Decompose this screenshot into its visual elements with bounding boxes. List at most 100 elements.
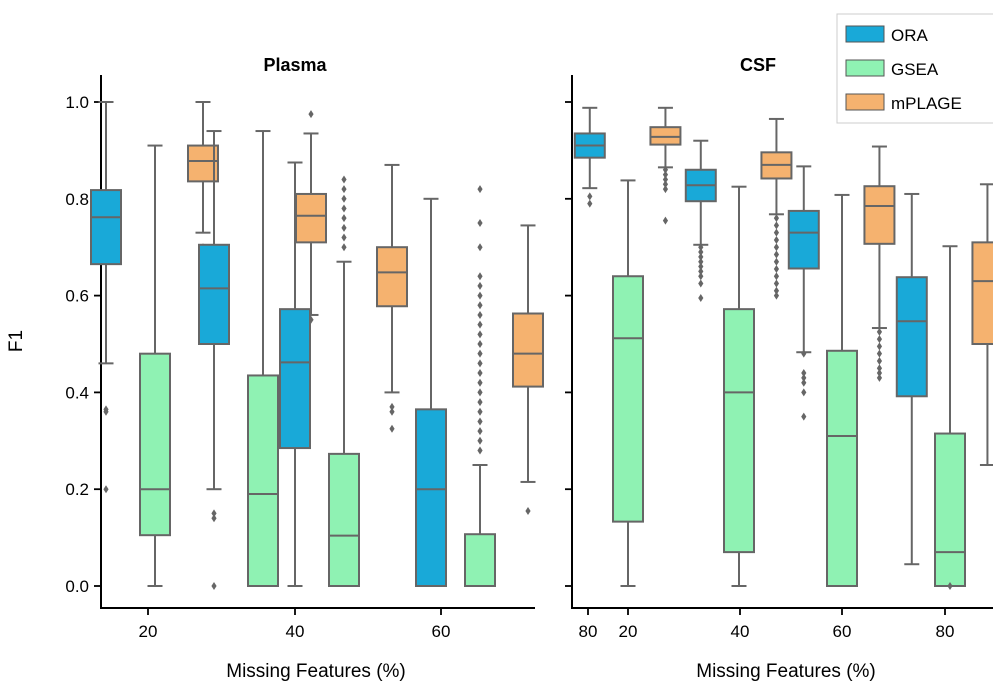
plasma-title: Plasma — [263, 55, 327, 75]
outlier-point — [103, 485, 109, 494]
outlier-point — [477, 436, 483, 445]
box-gsea-60 — [328, 175, 360, 588]
outlier-point — [773, 221, 780, 230]
outlier-point — [477, 301, 483, 310]
outlier-point — [477, 427, 483, 436]
outlier-point — [477, 388, 483, 397]
outlier-point — [662, 175, 669, 184]
y-tick-label: 0.4 — [65, 383, 89, 402]
legend-swatch-ora — [845, 25, 885, 43]
outlier-point — [341, 243, 347, 252]
outlier-point — [698, 294, 704, 303]
outlier-point — [341, 223, 347, 232]
iqr-box — [328, 452, 360, 588]
plasma-panel: Plasma 0.0 0.2 0.4 0.6 0.8 1.0 20 40 60 80 Missin… — [6, 55, 597, 682]
outlier-point — [773, 286, 780, 295]
outlier-point — [308, 110, 314, 119]
outlier-point — [662, 170, 669, 179]
outlier-point — [801, 412, 807, 421]
box-mplage-40 — [295, 110, 327, 324]
outlier-point — [801, 349, 807, 358]
outlier-point — [801, 378, 807, 387]
outlier-point — [876, 327, 883, 336]
outlier-point — [773, 214, 780, 223]
iqr-box — [863, 185, 896, 245]
csf-boxes — [573, 106, 993, 590]
iqr-box — [279, 308, 311, 450]
legend-swatch-mplage — [845, 93, 885, 111]
outlier-point — [477, 359, 483, 368]
outlier-point — [662, 180, 669, 189]
plasma-boxes — [90, 101, 544, 590]
iqr-box — [971, 241, 993, 345]
x-tick-label: 40 — [731, 622, 750, 641]
outlier-point — [947, 582, 953, 590]
box-gsea-80 — [934, 245, 966, 590]
outlier-point — [477, 272, 483, 281]
x-tick-label: 40 — [286, 622, 305, 641]
box-gsea-20 — [139, 144, 171, 587]
y-axis-label: F1 — [6, 330, 27, 352]
box-mplage-80 — [971, 183, 993, 466]
outlier-point — [698, 267, 704, 276]
outlier-point — [389, 424, 395, 433]
outlier-point — [801, 373, 807, 382]
y-tick-label: 1.0 — [65, 93, 89, 112]
iqr-box — [934, 432, 966, 588]
box-mplage-60 — [863, 145, 896, 382]
outlier-point — [698, 279, 704, 288]
csf-x-label: Missing Features (%) — [696, 661, 876, 682]
box-gsea-40 — [723, 185, 755, 587]
outlier-point — [103, 407, 109, 416]
box-ora-80 — [895, 192, 928, 566]
outlier-point — [341, 233, 347, 242]
iqr-box — [826, 349, 858, 587]
outlier-point — [773, 243, 780, 252]
iqr-box — [723, 308, 755, 554]
y-tick-label: 0.0 — [65, 577, 89, 596]
outlier-point — [876, 349, 883, 358]
box-mplage-60 — [376, 163, 408, 433]
x-tick-label: 60 — [833, 622, 852, 641]
outlier-point — [876, 373, 883, 382]
outlier-point — [341, 175, 347, 184]
outlier-point — [698, 272, 704, 281]
outlier-point — [698, 248, 704, 257]
outlier-point — [773, 279, 780, 288]
outlier-point — [341, 214, 347, 223]
outlier-point — [477, 407, 483, 416]
outlier-point — [341, 185, 347, 194]
outlier-point — [773, 257, 780, 266]
iqr-box — [612, 275, 644, 523]
iqr-box — [512, 312, 544, 388]
outlier-point — [773, 235, 780, 244]
outlier-point — [773, 228, 780, 237]
legend-label-mplage: mPLAGE — [891, 94, 962, 113]
outlier-point — [698, 252, 704, 261]
outlier-point — [587, 199, 593, 208]
outlier-point — [341, 204, 347, 213]
outlier-point — [773, 264, 780, 273]
legend: ORA GSEA mPLAGE — [836, 13, 993, 124]
outlier-point — [477, 369, 483, 378]
outlier-point — [477, 398, 483, 407]
legend-label-gsea: GSEA — [891, 60, 939, 79]
outlier-point — [477, 417, 483, 426]
box-mplage-40 — [760, 117, 793, 300]
outlier-point — [477, 446, 483, 455]
x-tick-label: 20 — [619, 622, 638, 641]
outlier-point — [698, 257, 704, 266]
iqr-box — [139, 352, 171, 537]
outlier-point — [477, 340, 483, 348]
box-ora-60 — [279, 161, 311, 587]
outlier-point — [389, 407, 395, 416]
outlier-point — [698, 243, 704, 252]
csf-title: CSF — [740, 55, 776, 75]
csf-ticks: 20 40 60 80 — [565, 101, 954, 641]
outlier-point — [477, 320, 483, 329]
legend-swatch-gsea — [845, 59, 885, 77]
box-ora-20 — [90, 101, 122, 494]
iqr-box — [376, 246, 408, 308]
box-ora-20 — [573, 106, 606, 208]
outlier-point — [801, 369, 807, 378]
